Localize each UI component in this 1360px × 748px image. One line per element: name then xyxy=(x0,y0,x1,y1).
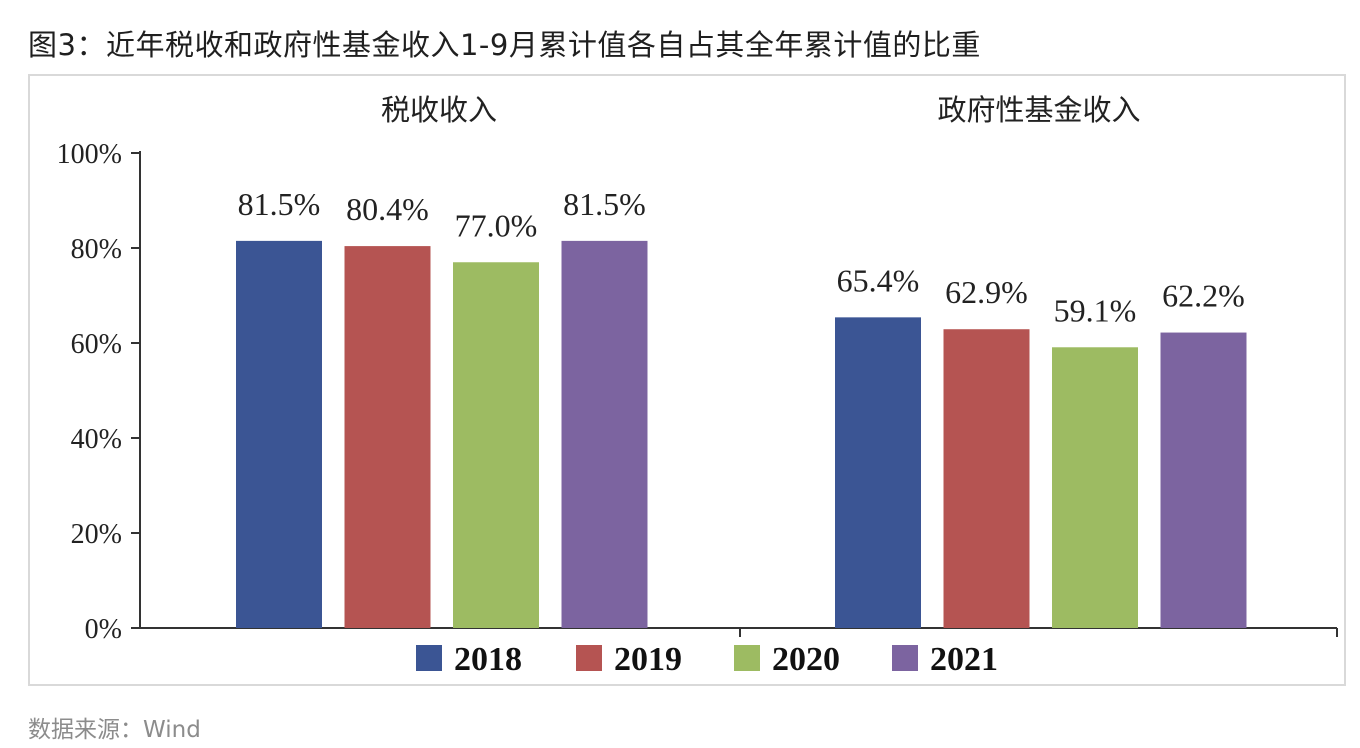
bar-value-label: 77.0% xyxy=(455,207,538,243)
chart-legend: 2018 2019 2020 2021 xyxy=(416,641,998,678)
bar-value-label: 65.4% xyxy=(837,262,920,298)
bar-2019-tax xyxy=(344,246,431,628)
y-tick-label: 60% xyxy=(71,329,122,360)
bar-value-label: 59.1% xyxy=(1054,292,1137,328)
y-tick-label: 100% xyxy=(57,139,122,170)
legend-swatch-2020 xyxy=(734,645,760,671)
bar-value-label: 62.9% xyxy=(945,274,1028,310)
legend-label-2021: 2021 xyxy=(930,641,998,678)
figure-title: 图3：近年税收和政府性基金收入1-9月累计值各自占其全年累计值的比重 xyxy=(28,28,981,62)
bar-value-label: 62.2% xyxy=(1162,278,1245,314)
bar-2021-fund xyxy=(1160,332,1247,628)
y-tick-label: 80% xyxy=(71,234,122,265)
legend-swatch-2018 xyxy=(416,645,442,671)
bar-2020-tax xyxy=(453,262,539,628)
bar-2018-tax xyxy=(236,240,322,628)
bar-2020-fund xyxy=(1052,347,1138,628)
bar-value-label: 80.4% xyxy=(346,191,429,227)
chart-axes: 0% 20% 40% 60% 80% 100% xyxy=(57,139,1338,645)
y-tick-label: 40% xyxy=(71,424,122,455)
chart-bars xyxy=(236,240,1247,628)
legend-swatch-2019 xyxy=(576,645,602,671)
bar-value-label: 81.5% xyxy=(238,186,321,222)
chart-labels: 税收收入 政府性基金收入 81.5% 80.4% 77.0% 81.5% 65.4% 62.9… xyxy=(238,93,1245,328)
data-source: 数据来源：Wind xyxy=(28,717,201,743)
category-label: 税收收入 xyxy=(381,93,497,127)
bar-value-label: 81.5% xyxy=(563,186,646,222)
legend-label-2020: 2020 xyxy=(772,641,840,678)
bar-2019-fund xyxy=(943,329,1030,628)
bar-2021-tax xyxy=(561,240,648,628)
y-tick-label: 20% xyxy=(71,519,122,550)
y-tick-label: 0% xyxy=(85,614,122,645)
bar-2018-fund xyxy=(835,317,921,628)
legend-swatch-2021 xyxy=(892,645,918,671)
legend-label-2019: 2019 xyxy=(614,641,682,678)
category-label: 政府性基金收入 xyxy=(937,93,1140,127)
legend-label-2018: 2018 xyxy=(454,641,522,678)
